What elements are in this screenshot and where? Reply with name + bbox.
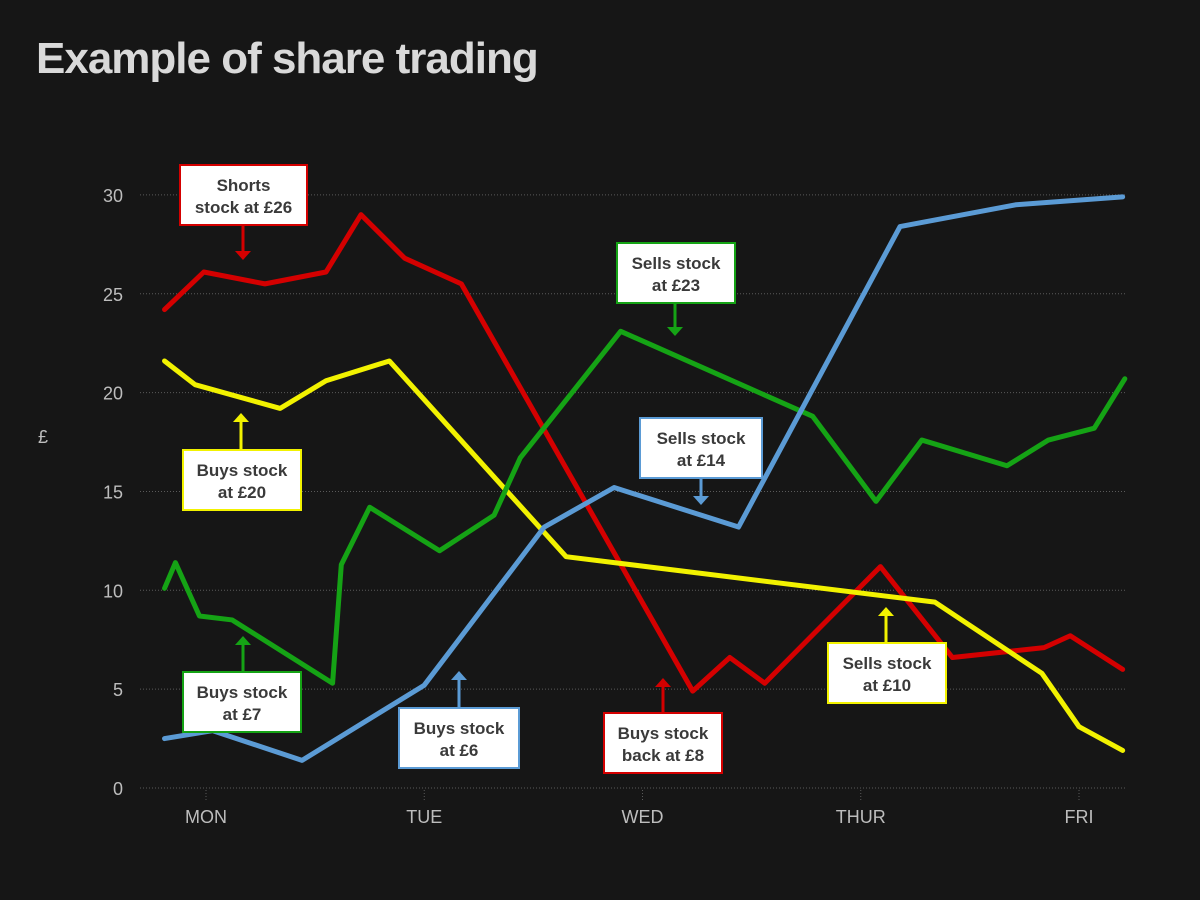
annotation: Buys stock at £6 [398,671,520,769]
annotation: Sells stock at £10 [827,607,947,704]
annotation-text: Sells stock [843,654,932,673]
annotation-text: at £20 [218,483,266,502]
annotation-box [398,707,520,769]
annotation-box [182,449,302,511]
y-tick-label: 10 [103,581,123,601]
arrow-head-icon [451,671,467,680]
arrow-head-icon [655,678,671,687]
series-line-2 [162,328,1128,686]
annotation-text: Sells stock [657,429,746,448]
y-tick-label: 0 [113,779,123,799]
y-tick-label: 20 [103,384,123,404]
arrow-head-icon [235,251,251,260]
annotation-text: Shorts [217,176,271,195]
annotation: Buys stock at £7 [182,636,302,733]
x-tick-label: WED [622,807,664,827]
arrow-head-icon [235,636,251,645]
y-tick-label: 15 [103,482,123,502]
annotation-box [639,417,763,479]
y-tick-label: 5 [113,680,123,700]
annotation-box [182,671,302,733]
annotation-text: at £10 [863,676,911,695]
series-line-1 [162,358,1126,753]
x-tick-label: TUE [406,807,442,827]
x-tick-label: FRI [1065,807,1094,827]
series-line-3 [162,194,1126,763]
annotation-text: at £23 [652,276,700,295]
y-tick-label: 25 [103,285,123,305]
annotation-box [179,164,308,226]
arrow-head-icon [878,607,894,616]
annotation: Buys stock back at £8 [603,678,723,774]
annotation: Sells stock at £14 [639,417,763,505]
annotation: Sells stock at £23 [616,242,736,336]
annotation: Shorts stock at £26 [179,164,308,260]
arrow-head-icon [667,327,683,336]
series-line-0 [162,212,1126,694]
annotation-text: stock at £26 [195,198,292,217]
annotation-box [827,642,947,704]
annotation: Buys stock at £20 [182,413,302,511]
annotation-box [616,242,736,304]
annotation-text: Buys stock [197,461,288,480]
y-tick-label: 30 [103,186,123,206]
chart-title: Example of share trading [36,34,539,83]
annotation-text: back at £8 [622,746,704,765]
arrow-head-icon [233,413,249,422]
annotation-box [603,712,723,774]
y-axis-label: £ [38,427,48,447]
x-tick-label: MON [185,807,227,827]
annotation-text: at £6 [440,741,479,760]
annotation-text: at £14 [677,451,726,470]
arrow-head-icon [693,496,709,505]
annotation-text: Buys stock [414,719,505,738]
annotation-text: Sells stock [632,254,721,273]
annotation-text: at £7 [223,705,262,724]
x-tick-label: THUR [836,807,886,827]
annotation-text: Buys stock [197,683,288,702]
annotation-text: Buys stock [618,724,709,743]
